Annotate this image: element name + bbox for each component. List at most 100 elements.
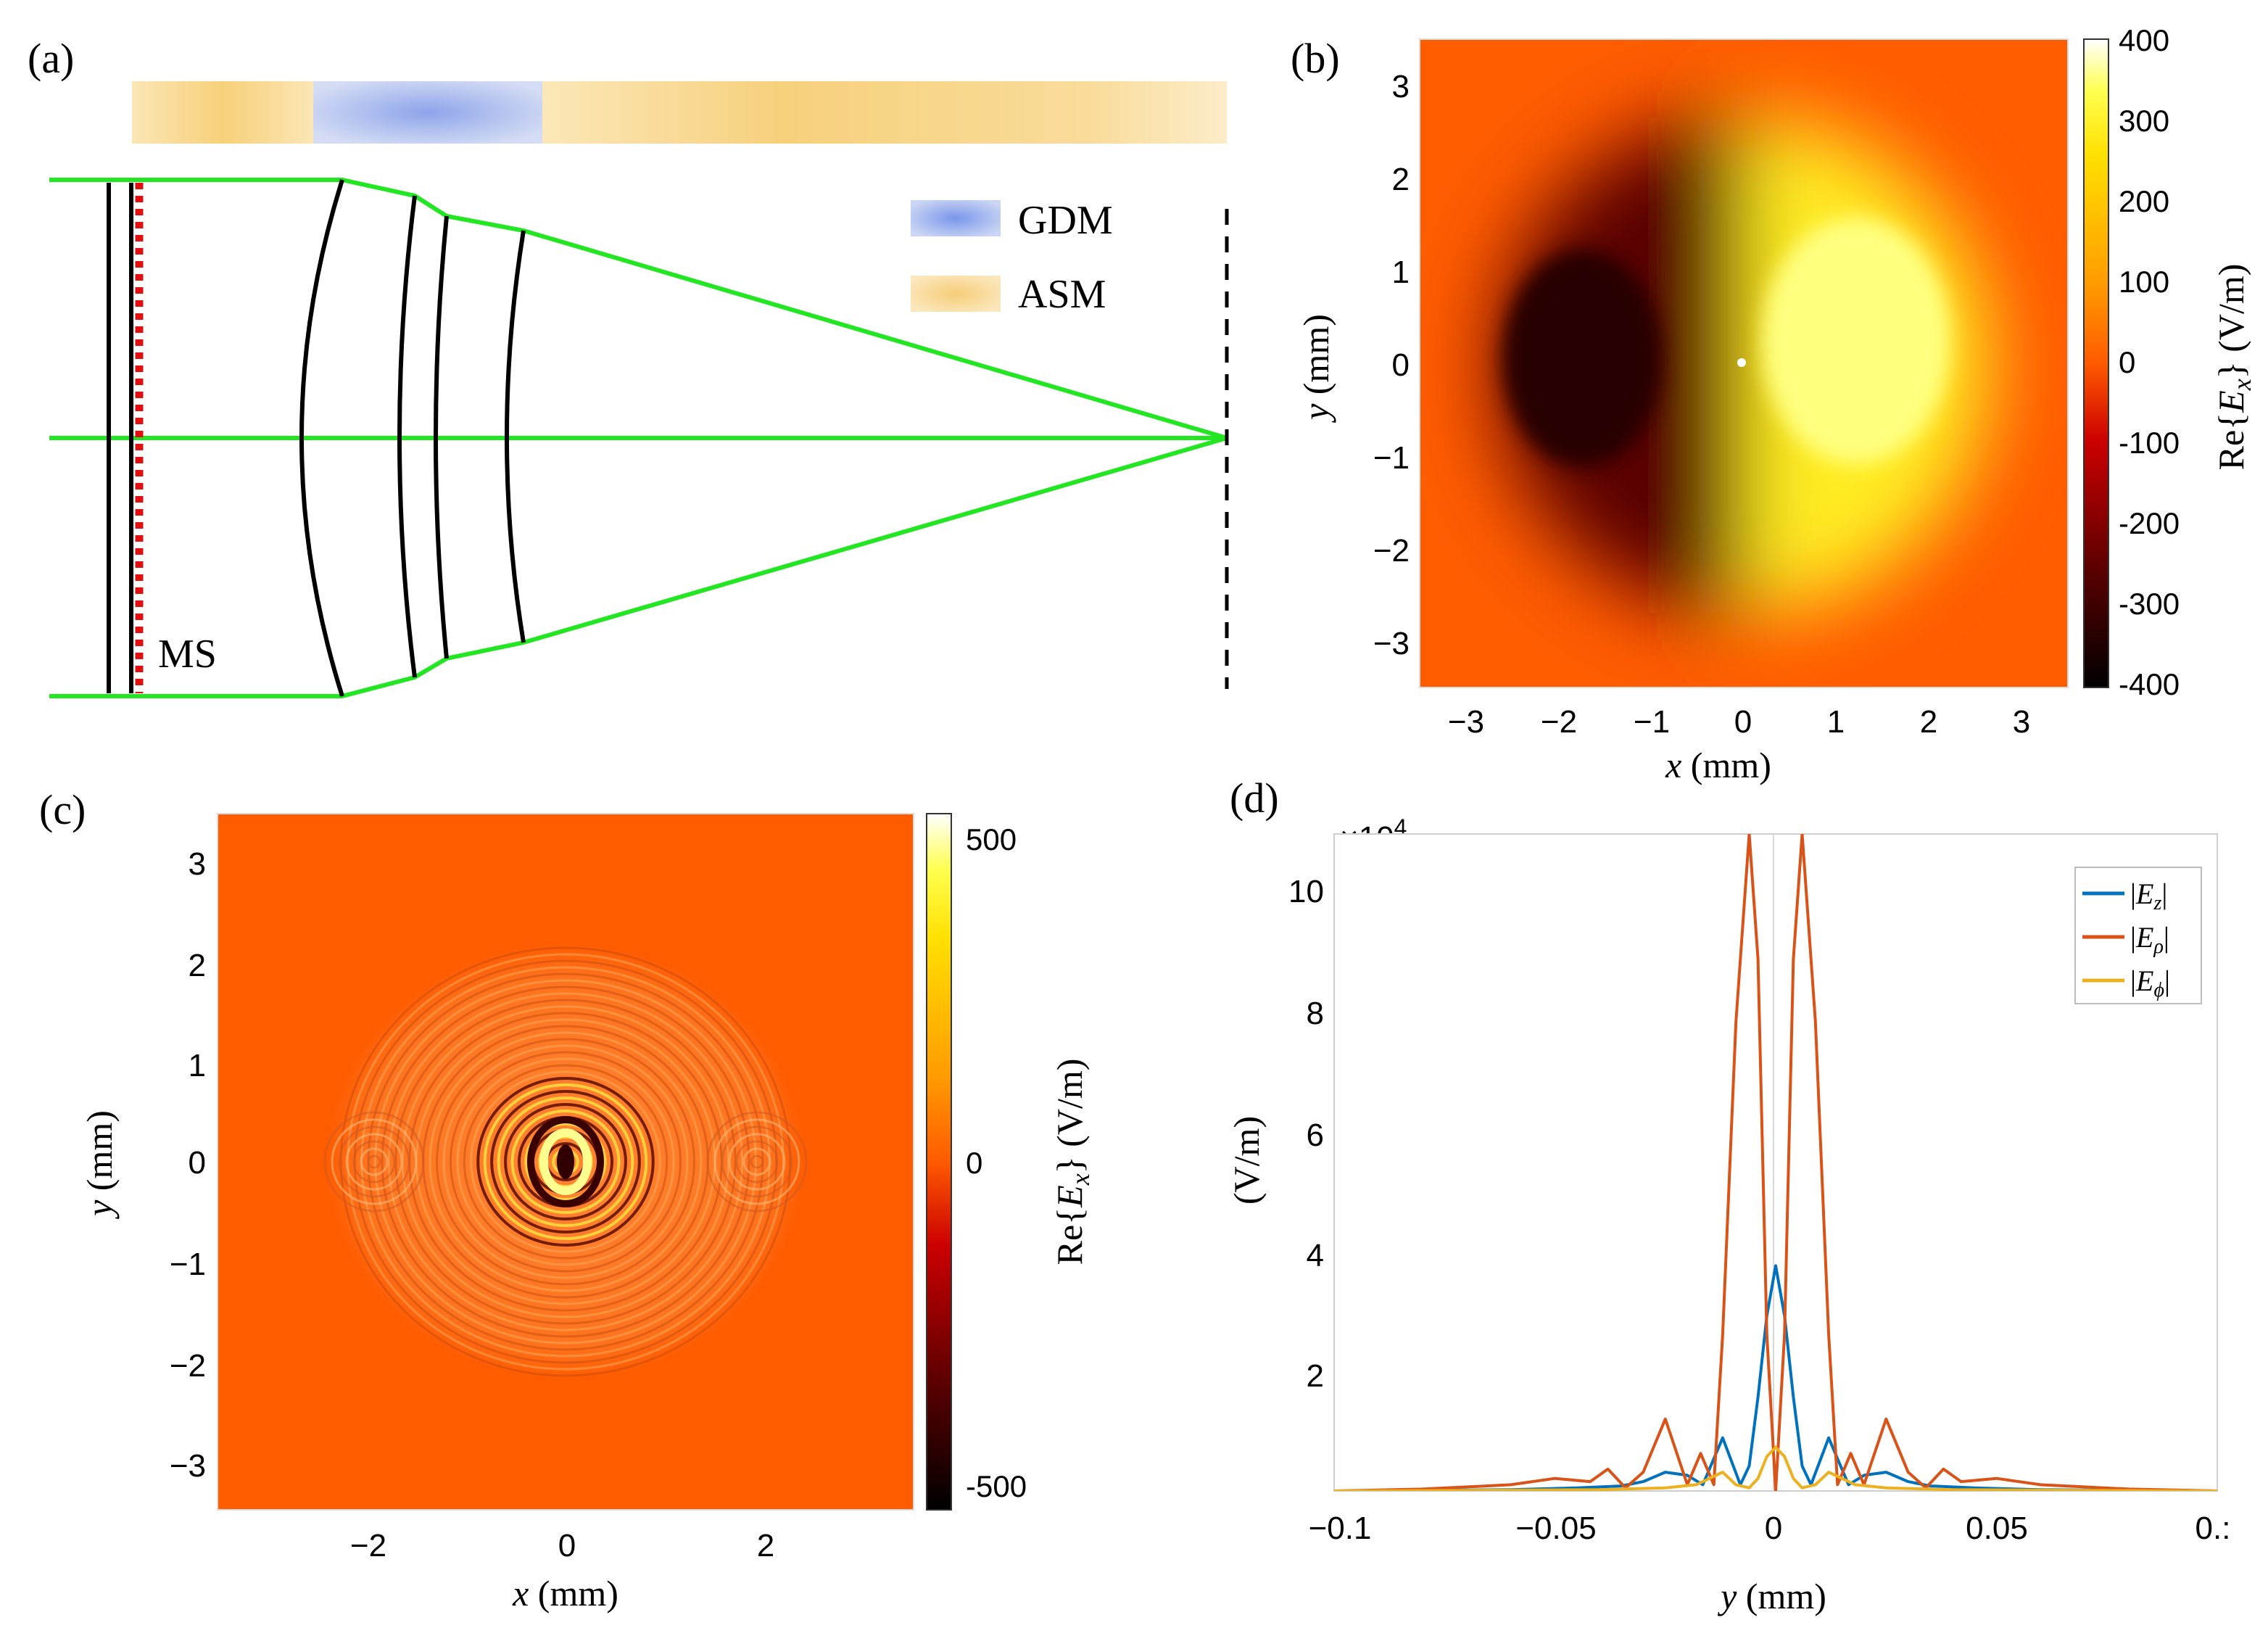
fringe-ring bbox=[510, 1110, 621, 1214]
y-axis-label-c: y (mm) bbox=[79, 1110, 120, 1220]
series-line-ephi bbox=[1334, 1445, 2217, 1491]
side-fringe-right bbox=[706, 1111, 808, 1212]
colorbar-tick-b: -300 bbox=[2119, 587, 2180, 621]
ray-top bbox=[49, 178, 1228, 440]
y-tick-b: 3 bbox=[1392, 69, 1410, 104]
plot-frame-c bbox=[217, 813, 914, 1511]
x-tick-c: 0 bbox=[558, 1528, 576, 1563]
x-tick-d: 0.05 bbox=[1966, 1511, 2028, 1546]
lens-surface-2 bbox=[397, 195, 417, 678]
side-fringe-right bbox=[728, 1133, 786, 1191]
legend-label-erho: |Eρ| bbox=[2130, 921, 2169, 958]
x-tick-c: −2 bbox=[350, 1528, 386, 1563]
x-axis-label-d: y (mm) bbox=[1717, 1576, 1826, 1616]
panel-d: (d) ×104 −0.1 −0.05 0 0.05 0.: y (mm) 10… bbox=[1226, 774, 2230, 1616]
x-axis-b: −3 −2 −1 0 1 2 3 bbox=[1448, 704, 2030, 740]
colorbar-tick-b: -400 bbox=[2119, 667, 2180, 701]
x-tick-b: 1 bbox=[1827, 704, 1845, 740]
focal-ring-bright bbox=[539, 1128, 592, 1195]
colorbar-tick-b: -200 bbox=[2119, 506, 2180, 540]
fringe-rings bbox=[323, 946, 808, 1377]
x-tick-d: −0.1 bbox=[1309, 1511, 1372, 1546]
side-fringe-right bbox=[742, 1147, 771, 1176]
colorbar-tick-b: 400 bbox=[2119, 23, 2169, 57]
legend-asm-label: ASM bbox=[1018, 272, 1106, 317]
x-tick-c: 2 bbox=[757, 1528, 774, 1563]
fringe-ring bbox=[504, 1103, 627, 1220]
y-tick-d: 10 bbox=[1288, 874, 1324, 909]
x-tick-b: 3 bbox=[2013, 704, 2030, 740]
side-fringe-right bbox=[713, 1118, 800, 1205]
line-series-d bbox=[1334, 834, 2217, 1491]
y-tick-b: −2 bbox=[1373, 533, 1410, 569]
lens-elements bbox=[107, 179, 1229, 697]
vortex-center bbox=[1737, 358, 1746, 367]
fringe-ring bbox=[483, 1083, 648, 1240]
fringe-ring bbox=[456, 1057, 675, 1266]
side-fringe-left bbox=[323, 1111, 425, 1212]
fringe-ring bbox=[339, 946, 792, 1377]
fringe-ring bbox=[347, 953, 785, 1371]
colorbar-tick-b: 200 bbox=[2119, 184, 2169, 218]
y-tick-c: −1 bbox=[170, 1247, 206, 1282]
y-axis-b: 3 2 1 0 −1 −2 −3 bbox=[1373, 69, 1410, 661]
y-tick-b: −3 bbox=[1373, 626, 1410, 661]
gdm-region bbox=[313, 81, 542, 144]
fringe-ring bbox=[436, 1038, 695, 1286]
side-fringe-right bbox=[721, 1125, 793, 1198]
y-tick-c: 0 bbox=[189, 1145, 206, 1181]
colorbar-tick-c: -500 bbox=[966, 1469, 1027, 1503]
colorbar-tick-c: 500 bbox=[966, 822, 1017, 856]
x-tick-b: 0 bbox=[1734, 704, 1752, 740]
side-fringe-right bbox=[735, 1140, 779, 1183]
y-axis-c: 3 2 1 0 −1 −2 −3 bbox=[170, 846, 206, 1484]
y-tick-b: 0 bbox=[1392, 347, 1410, 383]
lens-surface-4 bbox=[505, 230, 526, 643]
colorbar-tick-c: 0 bbox=[966, 1146, 982, 1180]
legend-asm-swatch bbox=[911, 276, 1001, 312]
y-tick-d: 4 bbox=[1307, 1238, 1324, 1273]
fringe-ring bbox=[463, 1064, 669, 1260]
colorbar-c bbox=[926, 813, 952, 1511]
fringe-ring bbox=[394, 999, 737, 1325]
panel-d-label: (d) bbox=[1230, 774, 1279, 822]
y-axis-label-b: y (mm) bbox=[1296, 314, 1336, 424]
y-tick-d: 6 bbox=[1307, 1117, 1324, 1153]
fringe-ring bbox=[497, 1096, 634, 1227]
lobe-negative-core bbox=[1502, 249, 1662, 467]
asm-region-left bbox=[132, 81, 313, 144]
x-axis-c: −2 0 2 bbox=[350, 1528, 774, 1563]
focal-core bbox=[557, 1144, 574, 1179]
fringe-ring bbox=[387, 992, 744, 1331]
fringe-ring bbox=[490, 1090, 641, 1234]
fringe-ring bbox=[374, 979, 757, 1344]
ms-label: MS bbox=[158, 632, 217, 677]
panel-b-label: (b) bbox=[1291, 35, 1340, 82]
heatmap-c bbox=[218, 814, 914, 1510]
x-axis-d: −0.1 −0.05 0 0.05 0.: bbox=[1309, 1511, 2231, 1546]
x-tick-d: 0 bbox=[1765, 1511, 1782, 1546]
side-fringe-left bbox=[345, 1133, 403, 1191]
side-fringe-left bbox=[338, 1125, 410, 1198]
panel-c-label: (c) bbox=[39, 786, 86, 833]
y-axis-label-d: (V/m) bbox=[1226, 1116, 1267, 1205]
series-line-ez bbox=[1334, 1264, 2217, 1491]
legend-a: GDM ASM bbox=[911, 198, 1113, 317]
x-tick-b: −1 bbox=[1634, 704, 1670, 740]
fringe-ring bbox=[429, 1031, 703, 1292]
fringe-ring bbox=[381, 986, 750, 1338]
legend-gdm-label: GDM bbox=[1018, 198, 1113, 243]
ray-bottom bbox=[49, 436, 1228, 698]
lens-surface-1 bbox=[299, 179, 344, 697]
legend-label-ez: |Ez| bbox=[2130, 877, 2167, 914]
x-axis-label-b: x (mm) bbox=[1665, 745, 1771, 785]
x-tick-d: −0.05 bbox=[1515, 1511, 1596, 1546]
optical-rays bbox=[49, 178, 1228, 698]
y-tick-d: 2 bbox=[1307, 1358, 1324, 1394]
y-tick-c: −3 bbox=[170, 1448, 206, 1484]
legend-gdm-swatch bbox=[911, 200, 1001, 236]
fringe-ring bbox=[470, 1070, 661, 1253]
y-tick-c: 1 bbox=[189, 1048, 206, 1083]
panel-a-label: (a) bbox=[28, 35, 74, 82]
fringe-ring bbox=[442, 1044, 689, 1279]
